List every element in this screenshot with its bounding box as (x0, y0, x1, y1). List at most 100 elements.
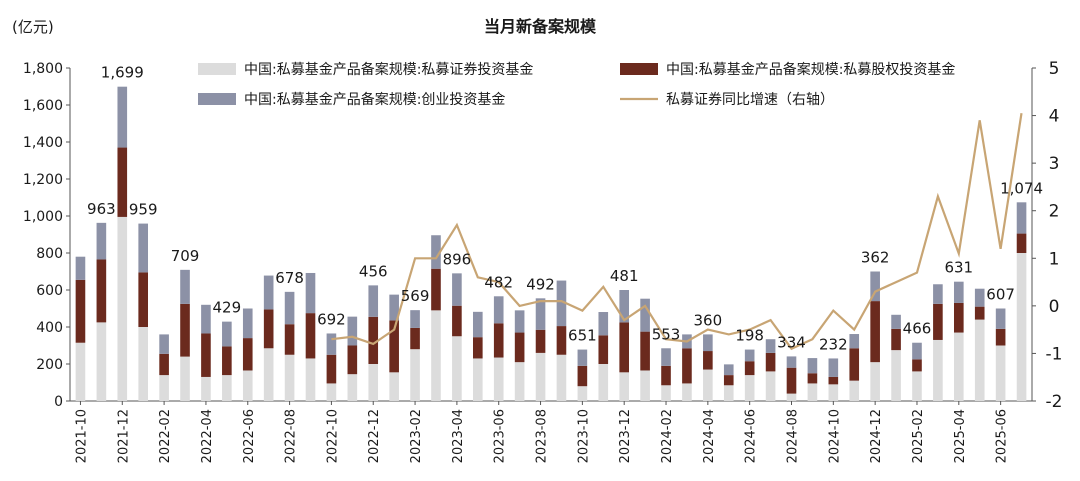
bar-segment-3 (828, 358, 839, 377)
bar-segment-3 (514, 310, 525, 333)
y2-tick-label: -2 (1046, 392, 1063, 412)
bar-segment-2 (242, 338, 253, 371)
bar-segment-1 (431, 310, 441, 401)
bar-segment-2 (891, 328, 901, 351)
bar-segment-1 (933, 339, 943, 401)
bar-segment-2 (263, 309, 274, 349)
bar-segment-2 (556, 326, 567, 355)
bar-segment-2 (682, 348, 692, 384)
bar-segment-3 (912, 342, 922, 360)
bar-segment-3 (535, 298, 546, 330)
x-tick-label: 2023-10 (576, 409, 591, 463)
bar-segment-2 (598, 335, 609, 364)
bar-segment-1 (891, 350, 901, 401)
legend-swatch-2 (620, 63, 658, 75)
y-tick-label: 600 (36, 283, 63, 299)
data-label: 1,699 (101, 64, 144, 82)
bar-segment-1 (828, 384, 839, 401)
bar-segment-2 (828, 376, 839, 385)
bar-segment-2 (912, 359, 922, 372)
y-axis-label: (亿元) (12, 18, 54, 36)
bar-segment-3 (744, 349, 755, 362)
data-label: 959 (129, 201, 158, 219)
bar-segment-3 (953, 281, 964, 303)
x-tick-label: 2022-12 (367, 409, 382, 463)
bar-segment-3 (849, 334, 860, 349)
bar-segment-1 (138, 327, 149, 401)
bar-segment-3 (222, 321, 232, 347)
bar-segment-1 (222, 375, 232, 401)
y-tick-label: 1,200 (23, 172, 63, 188)
bar-segment-1 (368, 364, 379, 401)
bar-segment-1 (96, 322, 107, 401)
bar-segment-2 (577, 365, 588, 387)
bar-segment-3 (201, 304, 211, 334)
bar-segment-1 (180, 356, 190, 401)
bar-segment-3 (556, 280, 567, 327)
data-label: 481 (610, 267, 639, 285)
bar-segment-1 (201, 376, 211, 401)
x-tick-label: 2024-02 (660, 409, 675, 463)
bar-segment-1 (974, 319, 985, 401)
bar-segment-1 (452, 336, 462, 401)
bar-segment-2 (389, 320, 399, 373)
bar-segment-3 (891, 314, 901, 329)
bar-segment-1 (682, 383, 692, 401)
data-label: 198 (735, 327, 764, 345)
bar-segment-3 (242, 308, 253, 339)
bar-segment-3 (493, 296, 504, 324)
bar-segment-2 (995, 328, 1006, 346)
bar-segment-1 (389, 372, 399, 401)
y2-tick-label: 2 (1049, 202, 1060, 222)
bar-segment-1 (807, 383, 818, 401)
x-tick-label: 2024-10 (827, 409, 842, 463)
bar-segment-2 (974, 306, 985, 320)
bar-segment-1 (75, 342, 86, 401)
bar-segment-1 (493, 357, 504, 401)
x-tick-label: 2023-08 (535, 409, 550, 463)
bar-segment-1 (765, 371, 776, 401)
bar-segment-3 (138, 223, 149, 273)
y2-tick-label: 4 (1049, 107, 1060, 127)
y-tick-label: 0 (54, 394, 63, 410)
bar-segment-3 (870, 271, 880, 302)
bar-segment-2 (305, 313, 316, 359)
bar-segment-2 (703, 351, 713, 370)
data-label: 456 (359, 262, 388, 280)
bar-segment-2 (117, 147, 128, 217)
axes: 0 200 400 600 800 1,000 1,200 1,400 1,600 1,800 -2… (23, 59, 1063, 463)
data-label: 569 (401, 287, 430, 305)
bar-segment-3 (661, 348, 671, 366)
bar-segment-3 (96, 222, 107, 260)
data-label: 651 (568, 327, 597, 345)
bar-segment-1 (995, 345, 1006, 401)
y-tick-label: 800 (36, 246, 63, 262)
bar-segment-3 (619, 290, 630, 323)
bar-segment-3 (703, 334, 713, 352)
x-tick-label: 2021-10 (74, 409, 89, 463)
bar-segment-3 (995, 308, 1006, 329)
bar-segment-2 (807, 373, 818, 384)
bar-segment-3 (786, 356, 797, 368)
data-labels: 963 1,699 959 709 429 678 692 456 569 896 482 492 65… (87, 64, 1043, 354)
bar-segment-2 (535, 329, 546, 353)
bar-segment-3 (577, 349, 588, 366)
bar-segment-3 (347, 316, 358, 346)
bar-segment-1 (744, 375, 755, 401)
bar-segment-2 (410, 327, 420, 350)
bar-segment-3 (117, 86, 128, 148)
y2-tick-label: 0 (1049, 297, 1060, 317)
bar-segment-1 (912, 371, 922, 401)
data-label: 492 (526, 275, 555, 293)
y-tick-label: 400 (36, 320, 63, 336)
bar-segment-2 (953, 302, 964, 333)
data-label: 232 (819, 335, 848, 353)
bar-segment-1 (117, 216, 128, 401)
bar-segment-2 (452, 305, 462, 337)
x-tick-label: 2023-06 (493, 409, 508, 463)
bar-segment-2 (75, 279, 86, 343)
bar-segment-3 (452, 273, 462, 306)
y2-tick-label: 3 (1049, 154, 1060, 174)
bar-segment-1 (305, 358, 316, 401)
bar-segment-2 (849, 348, 860, 381)
